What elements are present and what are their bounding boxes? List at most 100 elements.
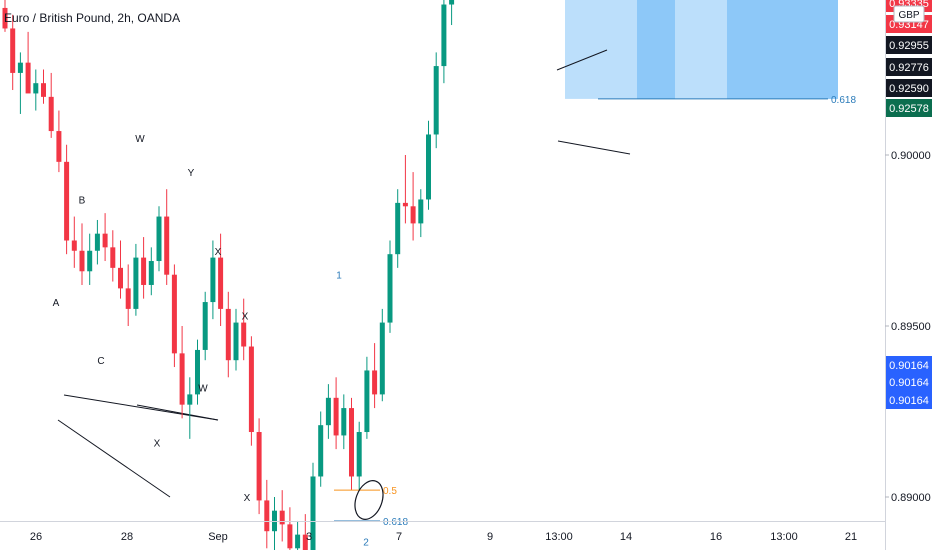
candle-body[interactable] (318, 425, 324, 477)
trend-line[interactable] (556, 49, 608, 71)
candle-body[interactable] (248, 346, 254, 433)
price-tag[interactable]: 0.92590 (886, 79, 932, 97)
candle-body[interactable] (372, 370, 378, 395)
candle-body[interactable] (364, 370, 370, 433)
candle-body[interactable] (287, 524, 293, 549)
chart-title: Euro / British Pound, 2h, OANDA (4, 11, 180, 25)
x-axis-tick-label: 3 (306, 531, 312, 543)
price-tag-label: 0.93335 (889, 0, 929, 10)
candle-body[interactable] (56, 131, 62, 162)
candle-body[interactable] (64, 161, 70, 241)
candle-body[interactable] (125, 288, 131, 309)
wave-2-circle[interactable] (350, 477, 388, 523)
candle-body[interactable] (187, 394, 193, 405)
wave-label: X (242, 312, 249, 323)
y-axis-tick-label: 0.89000 (891, 492, 931, 504)
candle-body[interactable] (333, 397, 339, 436)
candle-body[interactable] (33, 83, 39, 94)
candle-body[interactable] (264, 500, 270, 532)
candle-body[interactable] (48, 96, 54, 132)
wave-label: 1 (336, 271, 342, 282)
candle-body[interactable] (310, 476, 316, 550)
trend-line[interactable] (57, 419, 171, 498)
fib-level-label: 0.618 (383, 517, 408, 528)
trend-line[interactable] (557, 140, 631, 155)
candle-body[interactable] (164, 216, 170, 275)
candle-body[interactable] (341, 408, 347, 436)
candle-body[interactable] (25, 62, 31, 94)
candle-body[interactable] (356, 432, 362, 477)
position-reward-zone[interactable] (637, 0, 838, 99)
candle-body[interactable] (79, 250, 85, 272)
candle-body[interactable] (395, 202, 401, 255)
candle-body[interactable] (418, 199, 424, 224)
price-tag-box (886, 99, 932, 117)
candle-body[interactable] (10, 28, 16, 73)
candle-body[interactable] (202, 302, 208, 350)
price-tag-box (886, 391, 932, 409)
wave-label: 2 (363, 537, 369, 548)
candle-body[interactable] (410, 206, 416, 224)
candle-body[interactable] (156, 216, 162, 262)
candle-body[interactable] (426, 134, 431, 200)
price-tag-label: 0.92776 (889, 62, 929, 74)
candle-body[interactable] (2, 7, 8, 29)
price-tag[interactable]: 0.92955 (886, 36, 932, 54)
position-reward-zone[interactable] (565, 0, 675, 99)
price-tag[interactable]: 0.90164 (886, 356, 932, 374)
price-tag[interactable]: 0.90164 (886, 391, 932, 409)
candle-body[interactable] (387, 254, 393, 323)
trend-line[interactable] (136, 404, 219, 421)
candle-body[interactable] (402, 202, 408, 207)
wave-label: C (97, 356, 104, 367)
candle-body[interactable] (218, 257, 224, 309)
candle-body[interactable] (302, 534, 308, 550)
candle-body[interactable] (225, 308, 231, 361)
candle-body[interactable] (141, 257, 147, 285)
candle-body[interactable] (94, 233, 100, 251)
candle-body[interactable] (210, 257, 216, 303)
price-tag[interactable]: 0.92578 (886, 99, 932, 117)
candle-body[interactable] (118, 267, 123, 289)
candle-body[interactable] (256, 432, 262, 501)
candle-body[interactable] (379, 322, 385, 395)
candle-body[interactable] (102, 233, 108, 248)
candle-body[interactable] (179, 353, 185, 405)
candle-body[interactable] (295, 534, 301, 549)
candle-body[interactable] (349, 408, 354, 477)
candle-body[interactable] (41, 83, 46, 97)
candle-body[interactable] (71, 240, 77, 251)
candle-body[interactable] (449, 0, 455, 5)
candle-body[interactable] (110, 247, 116, 268)
candle-body[interactable] (433, 66, 439, 135)
x-axis-tick-label: 21 (845, 531, 857, 543)
price-tag[interactable]: 0.92776 (886, 58, 932, 76)
candle-body[interactable] (272, 510, 277, 532)
candle-body[interactable] (148, 261, 154, 285)
currency-badge[interactable]: GBP (893, 5, 925, 23)
candle-body[interactable] (325, 397, 331, 426)
candle-body[interactable] (133, 257, 139, 309)
price-tag-label: 0.92955 (889, 40, 929, 52)
wave-label: X (154, 438, 161, 449)
candle-body[interactable] (87, 250, 93, 272)
x-axis-tick-label: 13:00 (545, 531, 573, 543)
candle-body[interactable] (233, 322, 239, 361)
candle-body[interactable] (441, 4, 447, 67)
x-axis-tick-label: 14 (620, 531, 632, 543)
wave-label: X (215, 247, 222, 258)
candle-body[interactable] (241, 322, 247, 347)
price-tag-label: 0.90164 (889, 377, 929, 389)
price-tag[interactable]: 0.90164 (886, 373, 932, 391)
candle-body[interactable] (17, 62, 23, 73)
candle-body[interactable] (195, 349, 200, 395)
candle-body[interactable] (279, 510, 285, 525)
price-tag-box (886, 373, 932, 391)
fib-level-label: 0.5 (383, 486, 397, 497)
candle-body[interactable] (171, 274, 177, 354)
position-reward-zone[interactable] (727, 0, 838, 99)
trend-line[interactable] (63, 394, 219, 421)
fib-level-label: 0.618 (831, 95, 856, 106)
